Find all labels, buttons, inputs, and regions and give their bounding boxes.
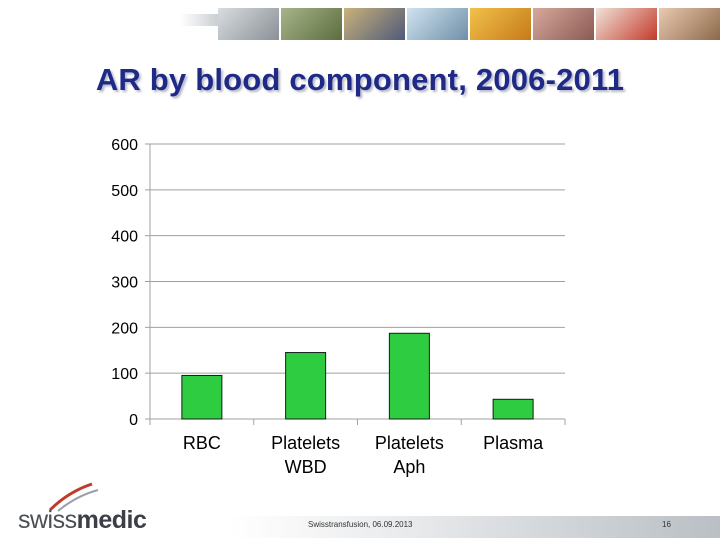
footer-text: Swisstransfusion, 06.09.2013 <box>308 520 413 529</box>
bar <box>285 352 327 420</box>
x-category-label: Platelets WBD <box>271 433 340 477</box>
logo-text-bold: medic <box>76 506 147 534</box>
swissmedic-logo: swissmedic <box>18 482 158 535</box>
y-tick-label: 600 <box>111 137 138 154</box>
family-photo <box>407 8 468 40</box>
pills-photo <box>470 8 531 40</box>
y-tick-label: 200 <box>111 320 138 337</box>
child-photo <box>659 8 720 40</box>
page-number: 16 <box>662 520 671 529</box>
y-tick-label: 100 <box>111 366 138 383</box>
header-accent-line <box>180 14 220 26</box>
y-tick-label: 400 <box>111 229 138 246</box>
y-tick-label: 0 <box>129 412 138 429</box>
medical-photo <box>533 8 594 40</box>
syringe-photo <box>596 8 657 40</box>
y-tick-label: 500 <box>111 183 138 200</box>
slide-title: AR by blood component, 2006-2011 <box>95 62 625 97</box>
bar <box>388 332 430 420</box>
x-category-label: RBC <box>183 433 221 453</box>
footer-bar <box>230 516 720 538</box>
x-category-label: Plasma <box>483 433 544 453</box>
y-tick-label: 300 <box>111 275 138 292</box>
y-axis-tick-labels: 0 100 200 300 400 500 600 <box>111 137 138 429</box>
x-category-label: Platelets Aph <box>375 433 444 477</box>
logo-wordmark: swissmedic <box>18 506 147 535</box>
vials-photo <box>344 8 405 40</box>
bar <box>492 398 534 420</box>
logo-text-light: swiss <box>18 506 77 534</box>
people-field-photo <box>281 8 342 40</box>
bars <box>181 332 534 420</box>
logo-swoosh-icon <box>48 482 99 512</box>
bar <box>181 374 223 420</box>
x-axis-category-labels: RBC Platelets WBD Platelets Aph Plasma <box>183 433 544 477</box>
header-photo-strip <box>218 8 720 40</box>
lab-photo <box>218 8 279 40</box>
